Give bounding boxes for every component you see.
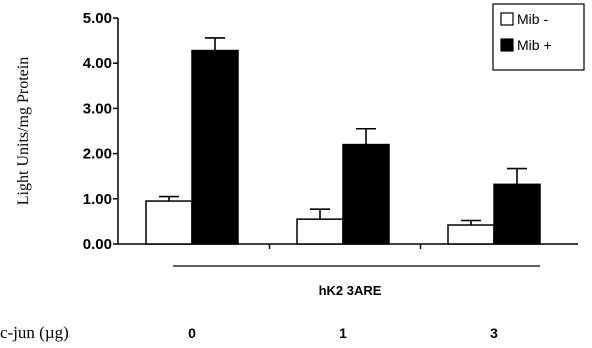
error-bars bbox=[159, 37, 527, 226]
y-tick-label: 5.00 bbox=[83, 10, 112, 27]
y-tick-label: 3.00 bbox=[83, 100, 112, 117]
y-tick-label: 0.00 bbox=[83, 236, 112, 253]
bar-mib-minus-0 bbox=[145, 200, 193, 245]
dose-label-3: 3 bbox=[490, 325, 498, 341]
legend-label-mib-minus: Mib - bbox=[517, 11, 548, 27]
dose-row: c-jun (µg) 0 1 3 bbox=[0, 323, 498, 342]
bar-mib-plus-0 bbox=[191, 49, 239, 245]
y-axis-title: Light Units/mg Protein bbox=[15, 57, 32, 205]
legend-box bbox=[492, 3, 585, 71]
y-tick-label: 1.00 bbox=[83, 191, 112, 208]
y-tick-label: 4.00 bbox=[83, 55, 112, 72]
legend-label-mib-plus: Mib + bbox=[517, 37, 552, 53]
dose-labels: 0 1 3 bbox=[188, 325, 498, 341]
bars bbox=[145, 49, 541, 245]
dose-label-0: 0 bbox=[188, 325, 196, 341]
bar-mib-minus-1 bbox=[296, 218, 344, 245]
bar-mib-plus-1 bbox=[342, 143, 390, 245]
bar-mib-plus-3 bbox=[493, 183, 541, 245]
legend-swatch-mib-minus bbox=[500, 12, 514, 26]
dose-row-label: c-jun (µg) bbox=[0, 323, 69, 342]
group-label-area: hK2 3ARE bbox=[173, 265, 540, 298]
legend: Mib - Mib + bbox=[492, 3, 585, 71]
group-label: hK2 3ARE bbox=[319, 283, 382, 298]
y-axis: 0.00 1.00 2.00 3.00 4.00 5.00 bbox=[83, 10, 119, 253]
y-axis-title-group: Light Units/mg Protein bbox=[15, 57, 32, 205]
dose-label-1: 1 bbox=[339, 325, 347, 341]
legend-swatch-mib-plus bbox=[500, 38, 514, 52]
y-tick-label: 2.00 bbox=[83, 146, 112, 163]
bar-mib-minus-3 bbox=[447, 224, 495, 245]
